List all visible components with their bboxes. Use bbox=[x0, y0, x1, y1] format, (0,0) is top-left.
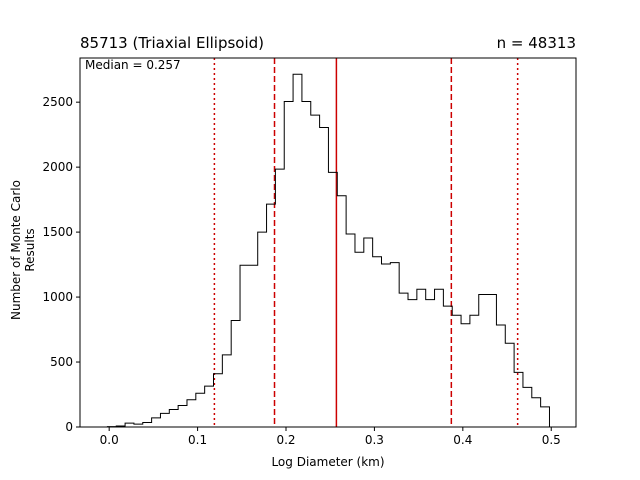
y-axis-label: Number of Monte Carlo Results bbox=[9, 180, 37, 320]
x-tick-label: 0.3 bbox=[365, 433, 384, 447]
plot-frame bbox=[79, 57, 577, 428]
median-annotation: Median = 0.257 bbox=[85, 58, 181, 72]
x-axis-ticks: 0.0 0.1 0.2 0.3 0.4 0.5 bbox=[100, 427, 561, 447]
x-tick-label: 0.0 bbox=[100, 433, 119, 447]
x-tick-label: 0.1 bbox=[188, 433, 207, 447]
x-tick-label: 0.5 bbox=[542, 433, 561, 447]
x-tick-label: 0.4 bbox=[453, 433, 472, 447]
y-tick-label: 2000 bbox=[42, 160, 73, 174]
y-axis-ticks: 0 500 1000 1500 2000 2500 bbox=[42, 95, 80, 434]
y-tick-label: 1500 bbox=[42, 225, 73, 239]
y-tick-label: 500 bbox=[50, 355, 73, 369]
histogram-step-line bbox=[106, 73, 559, 428]
chart-title: 85713 (Triaxial Ellipsoid) bbox=[80, 34, 265, 52]
x-tick-label: 0.2 bbox=[276, 433, 295, 447]
y-tick-label: 0 bbox=[65, 420, 73, 434]
y-tick-label: 1000 bbox=[42, 290, 73, 304]
y-tick-label: 2500 bbox=[42, 95, 73, 109]
x-axis-label: Log Diameter (km) bbox=[271, 455, 385, 469]
reference-lines bbox=[213, 58, 519, 427]
sample-count-label: n = 48313 bbox=[496, 34, 576, 52]
